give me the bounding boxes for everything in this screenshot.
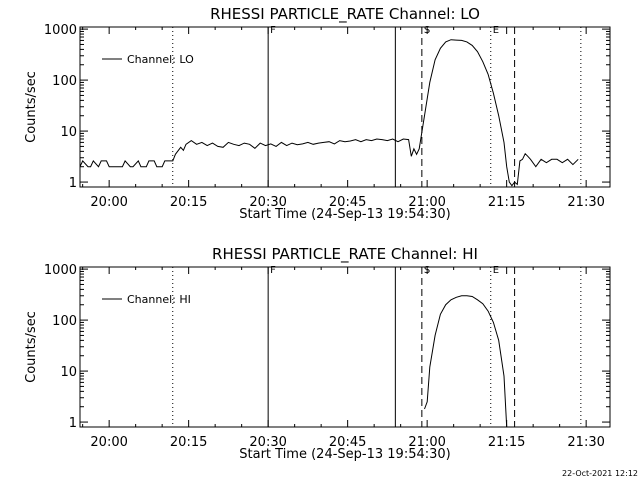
- x-tick-label: 21:30: [567, 435, 604, 450]
- event-marker-label: E: [493, 265, 499, 276]
- y-axis-label: Counts/sec: [24, 311, 39, 383]
- y-tick-label: 1: [69, 416, 77, 431]
- event-marker-label: S: [424, 25, 430, 36]
- event-marker-label: F: [270, 25, 276, 36]
- y-tick-label: 100: [52, 74, 77, 89]
- y-axis-label: Counts/sec: [24, 71, 39, 143]
- x-tick-label: 20:30: [249, 435, 286, 450]
- chart-title: RHESSI PARTICLE_RATE Channel: LO: [210, 5, 480, 24]
- x-tick-label: 21:00: [408, 195, 445, 210]
- y-tick-label: 1000: [44, 263, 77, 278]
- x-axis-label: Start Time (24-Sep-13 19:54:30): [239, 447, 450, 462]
- x-tick-label: 21:30: [567, 195, 604, 210]
- chart-panel-hi: RHESSI PARTICLE_RATE Channel: HI Start Ti…: [24, 245, 611, 462]
- chart-title: RHESSI PARTICLE_RATE Channel: HI: [212, 245, 478, 264]
- x-tick-label: 20:45: [329, 195, 366, 210]
- event-marker-label: E: [493, 25, 499, 36]
- event-marker-label: F: [270, 265, 276, 276]
- plot-frame: [79, 266, 611, 428]
- y-tick-label: 10: [60, 125, 77, 140]
- series-line: [79, 39, 579, 187]
- event-marker-label: S: [424, 265, 430, 276]
- x-axis-label: Start Time (24-Sep-13 19:54:30): [239, 207, 450, 222]
- y-tick-label: 10: [60, 365, 77, 380]
- series-line: [424, 295, 508, 428]
- legend-label: Channel: LO: [127, 53, 194, 66]
- y-tick-label: 1: [69, 176, 77, 191]
- x-tick-label: 20:00: [90, 195, 127, 210]
- legend-label: Channel: HI: [127, 293, 191, 306]
- x-tick-label: 20:45: [329, 435, 366, 450]
- y-tick-label: 100: [52, 314, 77, 329]
- plot-frame: [79, 26, 611, 188]
- x-tick-label: 21:15: [488, 435, 525, 450]
- x-tick-label: 20:15: [170, 195, 207, 210]
- chart-panel-lo: RHESSI PARTICLE_RATE Channel: LO Start Ti…: [24, 5, 611, 222]
- timestamp: 22-Oct-2021 12:12: [562, 469, 638, 478]
- x-tick-label: 20:00: [90, 435, 127, 450]
- x-tick-label: 21:15: [488, 195, 525, 210]
- x-tick-label: 20:15: [170, 435, 207, 450]
- x-tick-label: 20:30: [249, 195, 286, 210]
- y-tick-label: 1000: [44, 23, 77, 38]
- x-tick-label: 21:00: [408, 435, 445, 450]
